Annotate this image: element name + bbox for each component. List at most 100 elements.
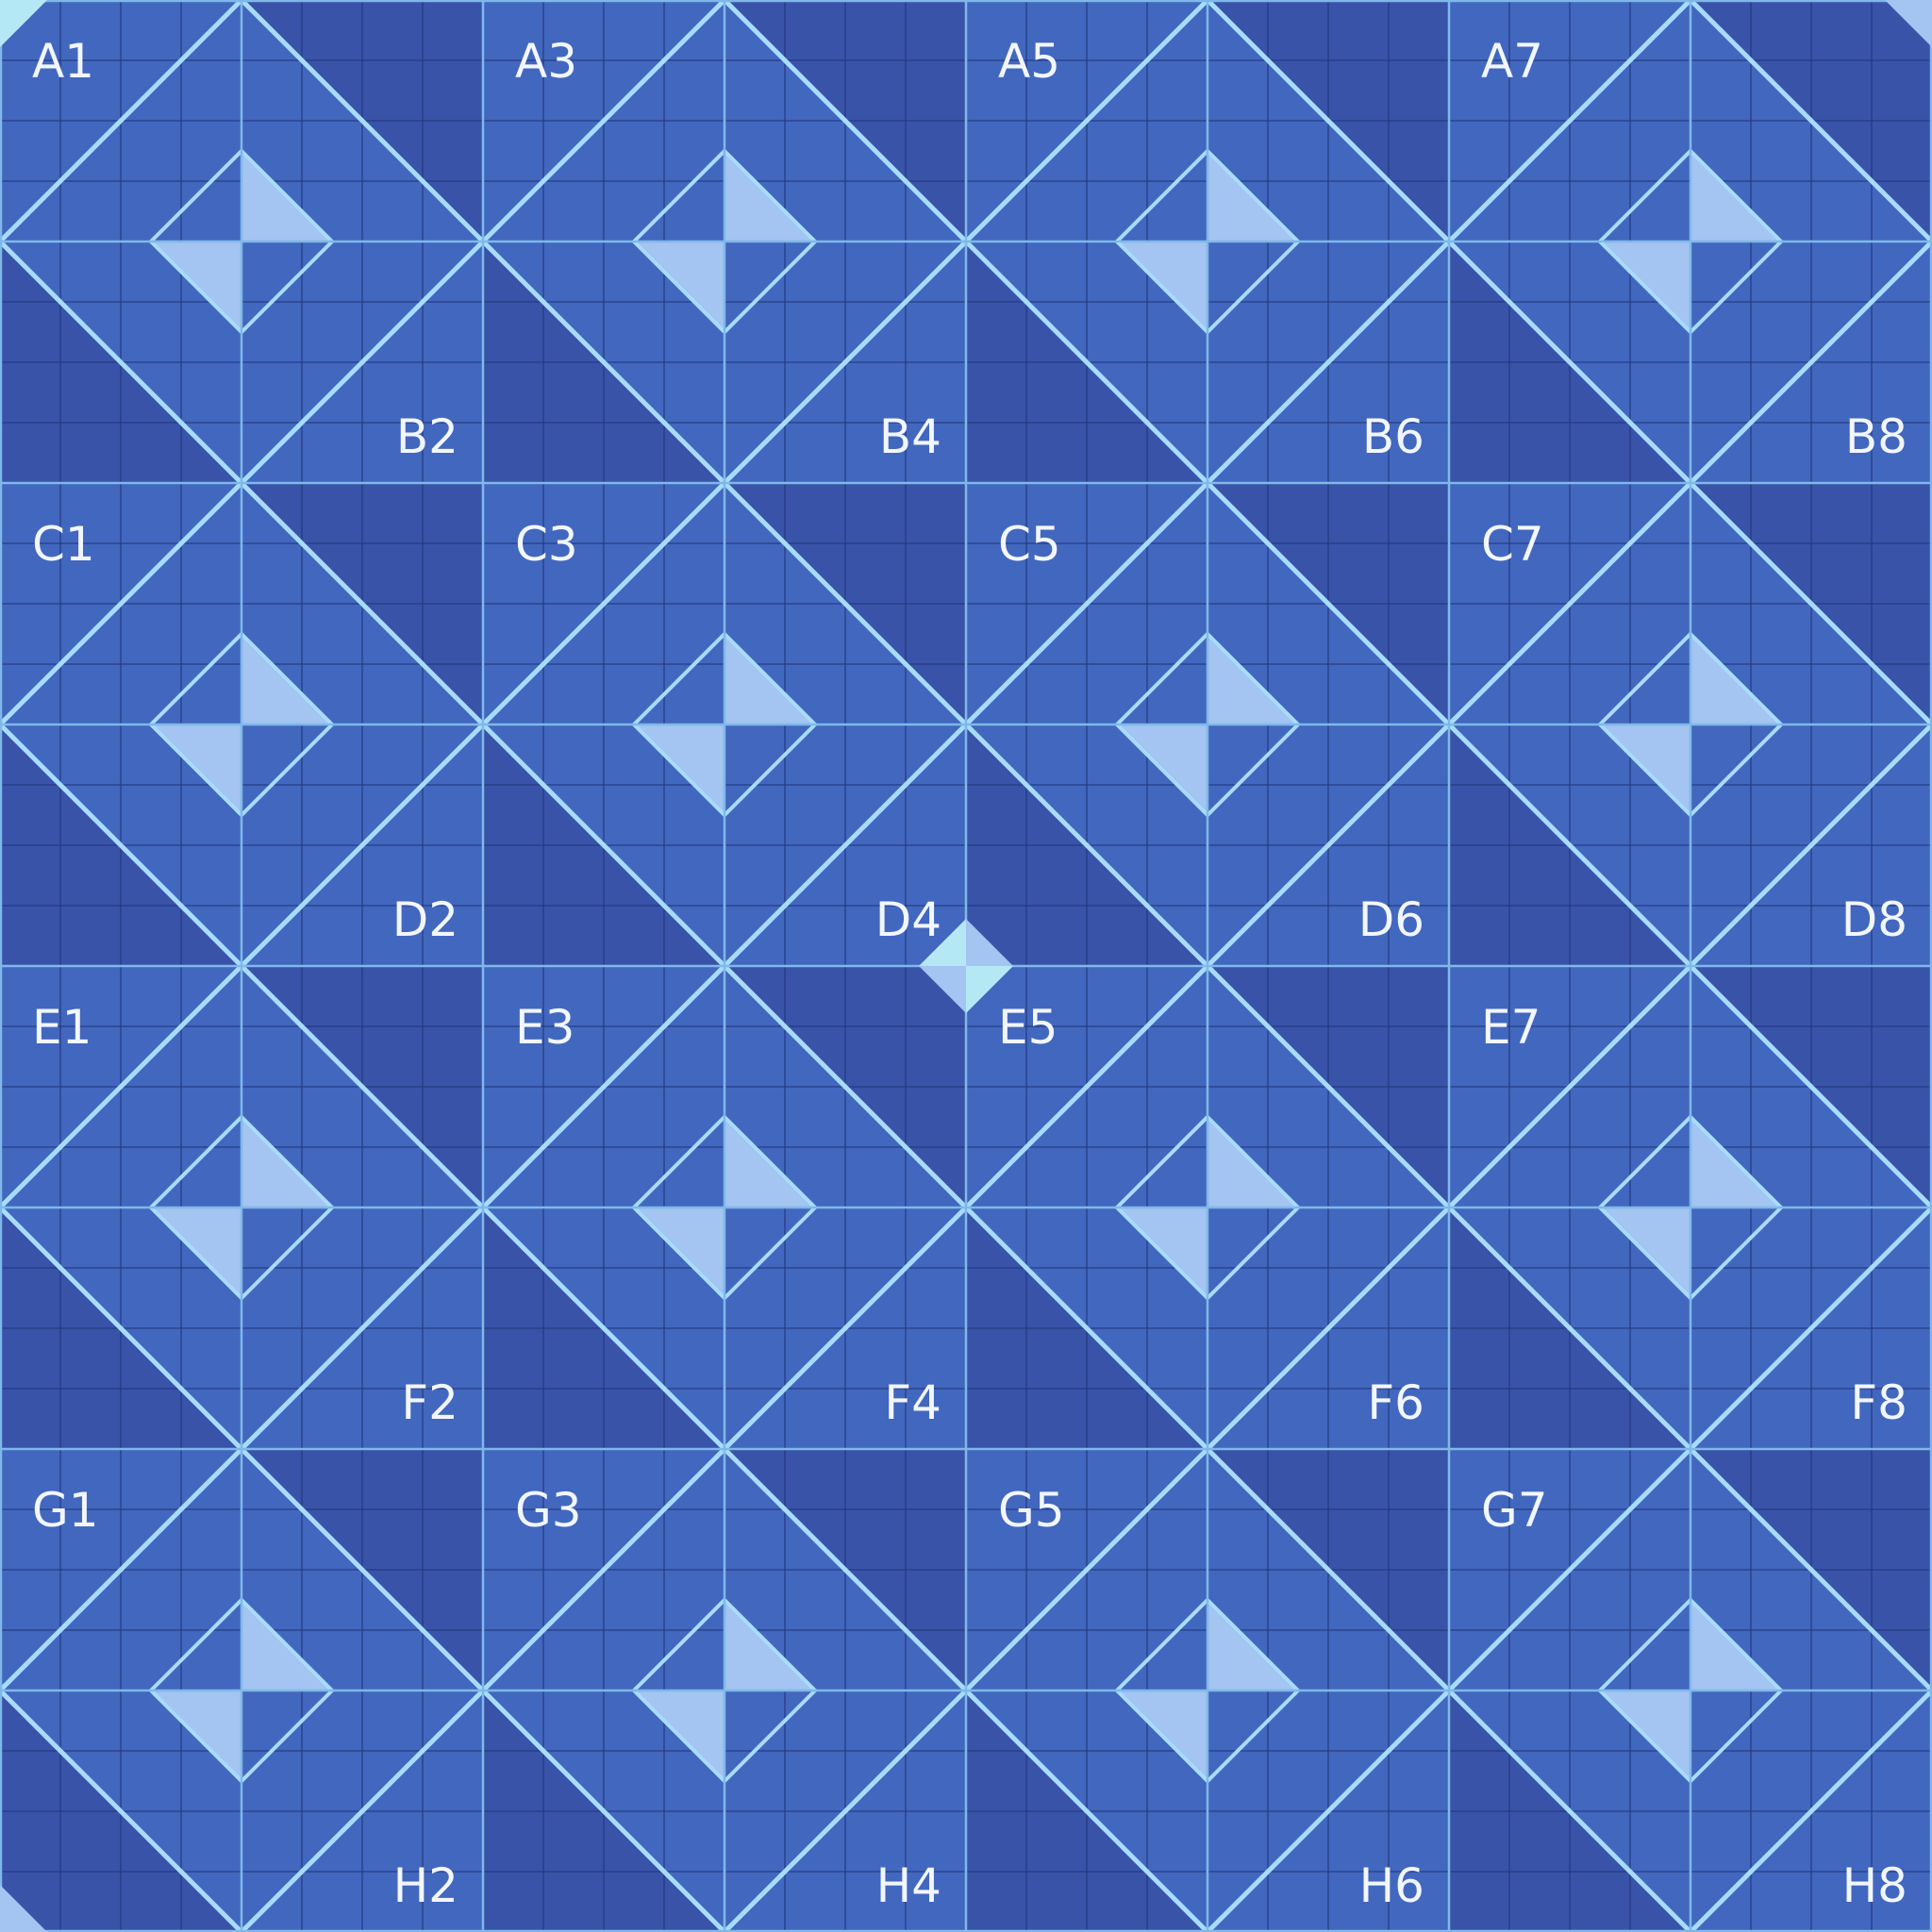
diagonal-line [722,0,969,244]
diagonal-line [480,1446,727,1693]
corner-marker-icon [0,1885,47,1932]
diagonal-line [1446,963,1693,1210]
center-diamond-icon [919,966,966,1013]
cell-label-e7: E7 [1481,1000,1541,1055]
center-diamond-icon [966,919,1013,966]
diagonal-line [239,1205,486,1452]
diagonal-line [480,963,727,1210]
diagonal-line [1205,1688,1452,1932]
corner-marker-icon [0,0,47,47]
diagonal-line [1205,1446,1452,1693]
cell-label-e5: E5 [998,1000,1058,1055]
diagonal-line [963,1205,1210,1452]
diagonal-line [722,963,969,1210]
diagonal-line [239,480,486,727]
diagonal-line [0,0,244,244]
cell-label-b8: B8 [1845,409,1907,464]
diagonal-line [963,0,1210,244]
cell-label-g1: G1 [32,1483,99,1538]
diagonal-line [963,722,1210,969]
diagonal-line [0,1688,244,1932]
diagonal-line [0,1205,244,1452]
diagonal-line [480,239,727,486]
diagonal-line [722,722,969,969]
diagonal-line [722,239,969,486]
diagonal-line [1688,480,1932,727]
cell-labels: A1 A3 A5 A7 B2 B4 B6 B8 C1 C3 C5 C7 D2 D4 D6 D8 E1 E3 E5 E7… [32,34,1907,1913]
diagonal-line [1688,1688,1932,1932]
diagonal-line [722,1205,969,1452]
center-diamond-icon [966,966,1013,1013]
diagonal-line [1205,480,1452,727]
cell-label-f4: F4 [884,1375,941,1430]
cell-label-c3: C3 [515,517,578,572]
diagonal-line [1446,1688,1693,1932]
cell-label-h2: H2 [393,1858,458,1913]
diagonal-line [1446,480,1693,727]
diagonal-line [1205,0,1452,244]
cell-label-g3: G3 [515,1483,582,1538]
cell-label-a1: A1 [32,34,94,89]
cell-label-a3: A3 [515,34,577,89]
cell-label-a7: A7 [1481,34,1543,89]
cell-label-g5: G5 [998,1483,1065,1538]
center-diamond-icon [919,919,966,966]
cell-label-c5: C5 [998,517,1061,572]
diagonal-line [1205,963,1452,1210]
diagonal-line [1688,239,1932,486]
diagonal-line [1446,239,1693,486]
cell-label-f2: F2 [401,1375,458,1430]
diagonal-line [239,0,486,244]
diagonal-line [963,480,1210,727]
diagonal-line [239,1688,486,1932]
diagonal-line [722,1688,969,1932]
cell-label-c1: C1 [32,517,95,572]
cell-label-g7: G7 [1481,1483,1548,1538]
diagonal-line [1205,722,1452,969]
diagonal-line [239,239,486,486]
diagonal-line [239,1446,486,1693]
diagonal-line [239,722,486,969]
diagonal-line [0,480,244,727]
diagonal-line [963,1688,1210,1932]
diagonal-line [722,480,969,727]
diagonal-line [1688,963,1932,1210]
diagonal-line [1688,1205,1932,1452]
cell-label-h4: H4 [876,1858,941,1913]
diagonal-line [1205,239,1452,486]
diagonal-line [1205,1205,1452,1452]
diagonal-line [963,239,1210,486]
cell-label-e3: E3 [515,1000,575,1055]
cell-label-h6: H6 [1359,1858,1424,1913]
diagonal-line [1688,722,1932,969]
diagonal-line [480,0,727,244]
diagonal-line [0,1446,244,1693]
diagonal-line [0,722,244,969]
cell-label-f6: F6 [1367,1375,1424,1430]
diagonal-line [1446,722,1693,969]
cell-label-b4: B4 [879,409,941,464]
diagonal-line [1446,1205,1693,1452]
diagonal-line [0,963,244,1210]
cell-label-d4: D4 [875,892,941,947]
cell-label-a5: A5 [998,34,1060,89]
diagonal-line [963,1446,1210,1693]
cell-label-d8: D8 [1841,892,1907,947]
cell-label-d2: D2 [392,892,458,947]
diagonal-line [1446,1446,1693,1693]
cell-label-e1: E1 [32,1000,92,1055]
cell-label-c7: C7 [1481,517,1544,572]
diagonal-line [963,963,1210,1210]
corner-marker-icon [1885,0,1932,47]
cell-label-d6: D6 [1358,892,1424,947]
diagonal-line [722,1446,969,1693]
diagonal-line [480,722,727,969]
diagonal-line [239,963,486,1210]
diagonal-line [1688,1446,1932,1693]
diagonal-line [1446,0,1693,244]
diagonal-line [0,239,244,486]
diagonal-line [480,1205,727,1452]
